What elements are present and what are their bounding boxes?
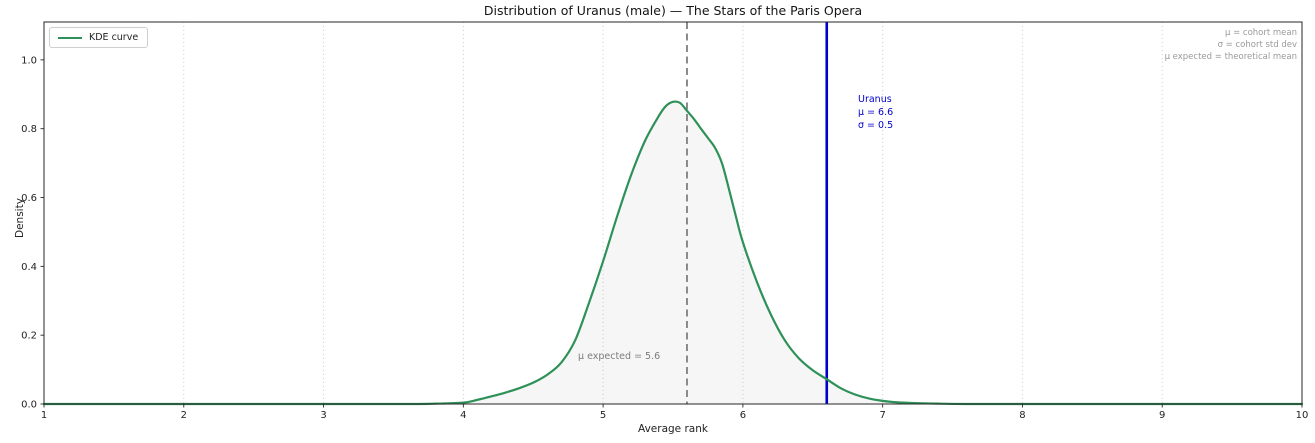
x-axis-label: Average rank [638, 423, 708, 435]
subject-name-line: Uranus [858, 94, 892, 105]
y-tick-label: 0.0 [21, 400, 37, 411]
x-tick-label: 9 [1159, 410, 1165, 421]
y-tick-label: 0.8 [21, 124, 37, 135]
x-tick-label: 4 [460, 410, 466, 421]
x-tick-label: 5 [600, 410, 606, 421]
x-tick-label: 1 [41, 410, 47, 421]
kde-curve [42, 100, 1304, 406]
y-axis-label: Density [14, 198, 26, 238]
x-tick-label: 8 [1019, 410, 1025, 421]
x-tick-label: 2 [181, 410, 187, 421]
kde-curve-legend-swatch [58, 36, 82, 39]
y-tick-label: 0.4 [21, 262, 37, 273]
subject-mu-line: μ = 6.6 [858, 107, 894, 118]
y-tick-label: 1.0 [21, 55, 37, 66]
legend: KDE curve [49, 27, 149, 48]
definitions-note-line: μ expected = theoretical mean [1164, 52, 1297, 62]
x-tick-label: 6 [740, 410, 746, 421]
chart-title: Distribution of Uranus (male) — The Star… [483, 3, 863, 18]
definitions-note: μ = cohort mean σ = cohort std dev μ exp… [1165, 27, 1297, 63]
definitions-note-line: μ = cohort mean [1224, 28, 1297, 38]
subject-mean-annotation: Uranus μ = 6.6 σ = 0.5 [858, 93, 893, 132]
x-tick-label: 3 [320, 410, 326, 421]
x-tick-label: 10 [1296, 410, 1309, 421]
y-tick-label: 0.2 [21, 331, 37, 342]
expected-mean-annotation: μ expected = 5.6 [578, 351, 661, 362]
subject-sigma-line: σ = 0.5 [858, 120, 894, 131]
x-tick-label: 7 [879, 410, 885, 421]
kde-curve-legend-label: KDE curve [89, 32, 139, 43]
plot-border [43, 21, 1303, 405]
definitions-note-line: σ = cohort std dev [1217, 40, 1297, 50]
y-tick-label: 0.6 [21, 193, 37, 204]
kde-area-fill [44, 101, 1302, 405]
